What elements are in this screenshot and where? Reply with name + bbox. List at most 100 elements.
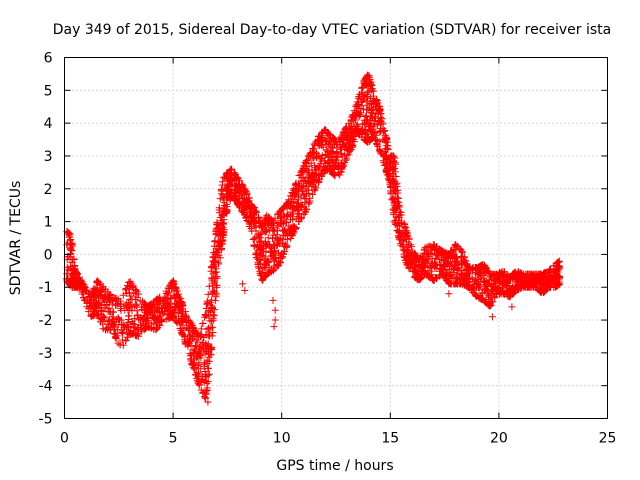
- data-point: [487, 301, 495, 309]
- data-point: [514, 286, 522, 294]
- data-point: [140, 326, 148, 334]
- x-tick-label: 0: [60, 431, 69, 447]
- data-point: [397, 241, 405, 249]
- y-tick-label: -5: [39, 412, 53, 428]
- data-point: [283, 200, 291, 208]
- data-point: [81, 282, 88, 290]
- data-point: [128, 303, 136, 311]
- data-point: [270, 241, 278, 248]
- data-point: [170, 278, 177, 286]
- data-point: [357, 109, 365, 117]
- data-point: [203, 325, 211, 333]
- data-point: [365, 125, 373, 133]
- data-point: [220, 229, 228, 237]
- data-point: [488, 313, 496, 321]
- data-point: [157, 312, 165, 320]
- data-point: [132, 331, 139, 339]
- data-point: [203, 356, 211, 364]
- data-point: [81, 296, 88, 304]
- data-point: [129, 320, 137, 328]
- data-point: [361, 119, 369, 127]
- data-point: [269, 296, 277, 304]
- data-point: [270, 217, 277, 225]
- data-point: [64, 279, 72, 287]
- data-point: [131, 314, 139, 322]
- data-point: [112, 294, 120, 302]
- x-tick-label: 15: [381, 431, 399, 447]
- data-point: [192, 348, 200, 356]
- data-point: [481, 279, 489, 286]
- data-point: [305, 189, 313, 197]
- data-point: [125, 279, 133, 287]
- data-point: [391, 160, 399, 168]
- data-point: [283, 212, 291, 220]
- data-point: [391, 168, 399, 176]
- y-tick-label: 3: [44, 149, 53, 165]
- data-point: [80, 281, 88, 288]
- data-point: [228, 185, 236, 193]
- data-point: [205, 364, 212, 372]
- data-point: [300, 210, 308, 218]
- data-point: [354, 123, 362, 131]
- data-point: [404, 246, 412, 254]
- data-point: [239, 280, 247, 288]
- data-point: [114, 339, 122, 347]
- data-point: [491, 270, 499, 278]
- data-point: [342, 124, 350, 132]
- data-point: [315, 151, 323, 159]
- data-point: [410, 260, 418, 268]
- data-point: [376, 104, 384, 112]
- data-point: [337, 150, 345, 158]
- data-point: [508, 303, 516, 311]
- data-point: [328, 157, 336, 164]
- data-point: [258, 252, 266, 259]
- data-point: [302, 158, 310, 166]
- data-point: [475, 281, 483, 289]
- data-point: [282, 219, 290, 226]
- data-point: [216, 254, 224, 262]
- data-point: [403, 229, 411, 237]
- data-point: [459, 280, 466, 288]
- data-point: [311, 166, 319, 174]
- data-point: [331, 172, 339, 180]
- data-point: [270, 256, 278, 264]
- data-point: [242, 187, 250, 195]
- data-point: [392, 173, 400, 180]
- data-point: [310, 187, 318, 195]
- data-point: [211, 253, 219, 261]
- x-tick-label: 5: [169, 431, 178, 447]
- data-point: [135, 316, 143, 324]
- data-point: [315, 137, 323, 145]
- data-point: [368, 82, 376, 89]
- data-point: [401, 223, 409, 231]
- data-point: [182, 314, 190, 322]
- data-point: [112, 334, 120, 342]
- data-point: [424, 250, 432, 258]
- data-point: [109, 321, 116, 329]
- data-point: [183, 340, 191, 348]
- data-point: [112, 301, 119, 309]
- data-point: [480, 286, 488, 294]
- data-point: [277, 220, 285, 228]
- data-point: [476, 282, 484, 290]
- data-point: [156, 293, 164, 301]
- data-point: [476, 274, 484, 282]
- data-point: [445, 290, 453, 298]
- data-point: [136, 297, 144, 305]
- data-point: [218, 240, 226, 248]
- data-point: [164, 315, 172, 323]
- data-point: [138, 303, 145, 311]
- data-point: [345, 139, 353, 147]
- data-point: [489, 286, 496, 294]
- data-point: [215, 260, 223, 268]
- data-point: [454, 258, 462, 266]
- data-point: [364, 90, 371, 98]
- data-point: [356, 131, 364, 139]
- data-point: [205, 370, 213, 378]
- data-point: [290, 202, 298, 210]
- data-point: [356, 90, 364, 98]
- data-point: [212, 268, 220, 276]
- data-point: [465, 275, 473, 282]
- data-point: [383, 151, 390, 159]
- data-point: [308, 173, 316, 181]
